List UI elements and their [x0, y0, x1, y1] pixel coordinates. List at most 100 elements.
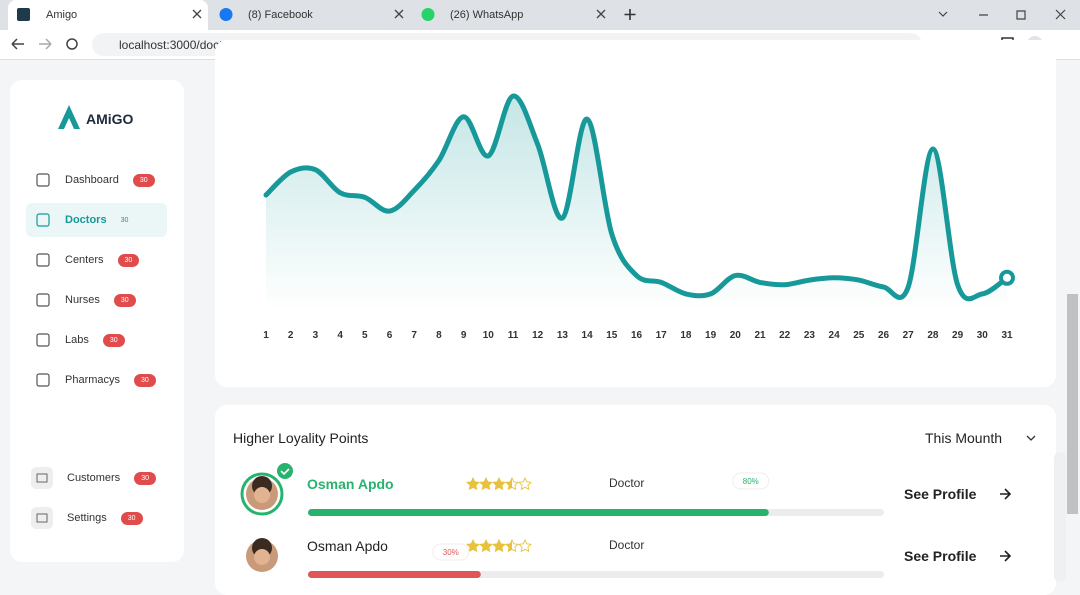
x-tick-label: 24 [829, 330, 841, 341]
section-title: Higher Loyality Points [233, 430, 369, 446]
progress-bar [308, 571, 481, 578]
arrow [1000, 550, 1012, 562]
x-tick-label: 6 [387, 330, 393, 341]
nav-label: Centers [65, 254, 104, 266]
nav-label: Dashboard [65, 174, 119, 186]
nav-item[interactable]: Customers 30 [31, 467, 156, 489]
nav-label: Labs [65, 334, 89, 346]
star [506, 540, 512, 552]
nav-icon [36, 173, 50, 187]
nav-icon [36, 213, 50, 227]
star [493, 478, 505, 490]
x-tick-label: 17 [656, 330, 668, 341]
sidebar [10, 80, 184, 562]
loyalty-rows: Osman Apdo Doctor 80% See Profile Osman Apdo… [240, 463, 1012, 578]
area [266, 96, 1007, 310]
period-select[interactable]: This Mounth [925, 430, 1003, 446]
x-tick-label: 26 [878, 330, 890, 341]
nav-icon [31, 507, 53, 529]
x-tick-label: 25 [853, 330, 865, 341]
x-tick-label: 28 [927, 330, 939, 341]
x-tick-label: 1 [263, 330, 269, 341]
progress-pill [432, 543, 470, 561]
nav-badge: 30 [132, 173, 155, 187]
avatar-face [254, 549, 270, 565]
star [467, 478, 479, 490]
star [493, 540, 505, 552]
tab-icons [17, 8, 1066, 21]
nav-badge: 30 [102, 333, 125, 347]
nav-badge: 30 [113, 293, 136, 307]
nav-item[interactable]: Centers 30 [35, 250, 140, 270]
nav-badge: 30 [134, 471, 156, 485]
nav-badge: 30 [120, 216, 129, 224]
nav-badge: 30 [134, 373, 156, 387]
x-tick-label: 13 [557, 330, 569, 341]
x-tick-label: 23 [804, 330, 816, 341]
loyalty-card [215, 405, 1056, 595]
nav-label: Nurses [65, 294, 100, 306]
doctor-name: Osman Apdo [307, 476, 394, 492]
x-tick-label: 27 [903, 330, 915, 341]
avatar-ring [240, 472, 284, 516]
progress-pill [732, 472, 770, 490]
star [506, 478, 512, 490]
nav-icon [36, 373, 50, 387]
x-tick-label: 19 [705, 330, 717, 341]
nav-badge: 30 [117, 253, 140, 267]
nav-item[interactable]: Nurses 30 [35, 290, 136, 310]
role: Doctor [609, 538, 644, 552]
x-tick-label: 20 [730, 330, 742, 341]
x-tick-label: 15 [606, 330, 618, 341]
nav-label: Customers [67, 472, 121, 484]
x-tick-label: 16 [631, 330, 643, 341]
nav-icon [31, 467, 53, 489]
x-tick-label: 22 [779, 330, 791, 341]
x-tick-label: 3 [313, 330, 319, 341]
star [480, 540, 492, 552]
nav-item[interactable]: Pharmacys 30 [35, 370, 156, 390]
tab-bar: Amigo (8) Facebook (26) WhatsApp [0, 0, 1080, 30]
nav-label: Pharmacys [65, 374, 121, 386]
tab[interactable]: (8) Facebook [210, 0, 410, 30]
avatar-face [254, 487, 270, 503]
nav-item[interactable]: Labs 30 [35, 330, 125, 350]
nav-label: Doctors [65, 214, 107, 226]
x-tick-label: 8 [436, 330, 442, 341]
nav-item[interactable]: Dashboard 30 [35, 170, 155, 190]
x-tick-label: 18 [680, 330, 692, 341]
logo-text: AMiGO [86, 111, 134, 127]
x-tick-label: 12 [532, 330, 544, 341]
x-tick-label: 11 [508, 330, 519, 341]
x-tick-label: 21 [754, 330, 766, 341]
star-outline [517, 476, 533, 491]
nav-icon [36, 293, 50, 307]
x-tick-label: 2 [288, 330, 294, 341]
star [467, 540, 479, 552]
nav-badge: 30 [120, 511, 143, 525]
x-tick-label: 10 [483, 330, 495, 341]
x-tick-label: 5 [362, 330, 368, 341]
tab[interactable]: (26) WhatsApp [412, 0, 612, 30]
see-profile[interactable]: See Profile [904, 548, 977, 564]
x-tick-label: 4 [337, 330, 343, 341]
nav-item[interactable]: Settings 30 [31, 507, 143, 529]
nav-item[interactable]: Doctors 30 [35, 210, 128, 230]
logo-mark [58, 105, 80, 129]
tab-title: (26) WhatsApp [450, 9, 524, 21]
see-profile[interactable]: See Profile [904, 486, 977, 502]
check [280, 468, 290, 476]
tab-title: (8) Facebook [248, 9, 313, 21]
arrow [1000, 488, 1012, 500]
tab[interactable]: Amigo [8, 0, 208, 30]
url-text: localhost:3000/doctors [119, 37, 240, 52]
x-tick-label: 7 [411, 330, 417, 341]
nav-icon [36, 333, 50, 347]
chart: 1 2 3 4 5 6 7 8 9 10 11 12 13 14 15 16 17 18 19 20 21 22 23 24 2… [263, 93, 1015, 341]
role: Doctor [609, 476, 644, 490]
verified-badge [277, 463, 293, 479]
x-tick-label: 14 [582, 330, 594, 341]
progress-label: 30% [443, 548, 459, 557]
x-tick-label: 9 [461, 330, 467, 341]
